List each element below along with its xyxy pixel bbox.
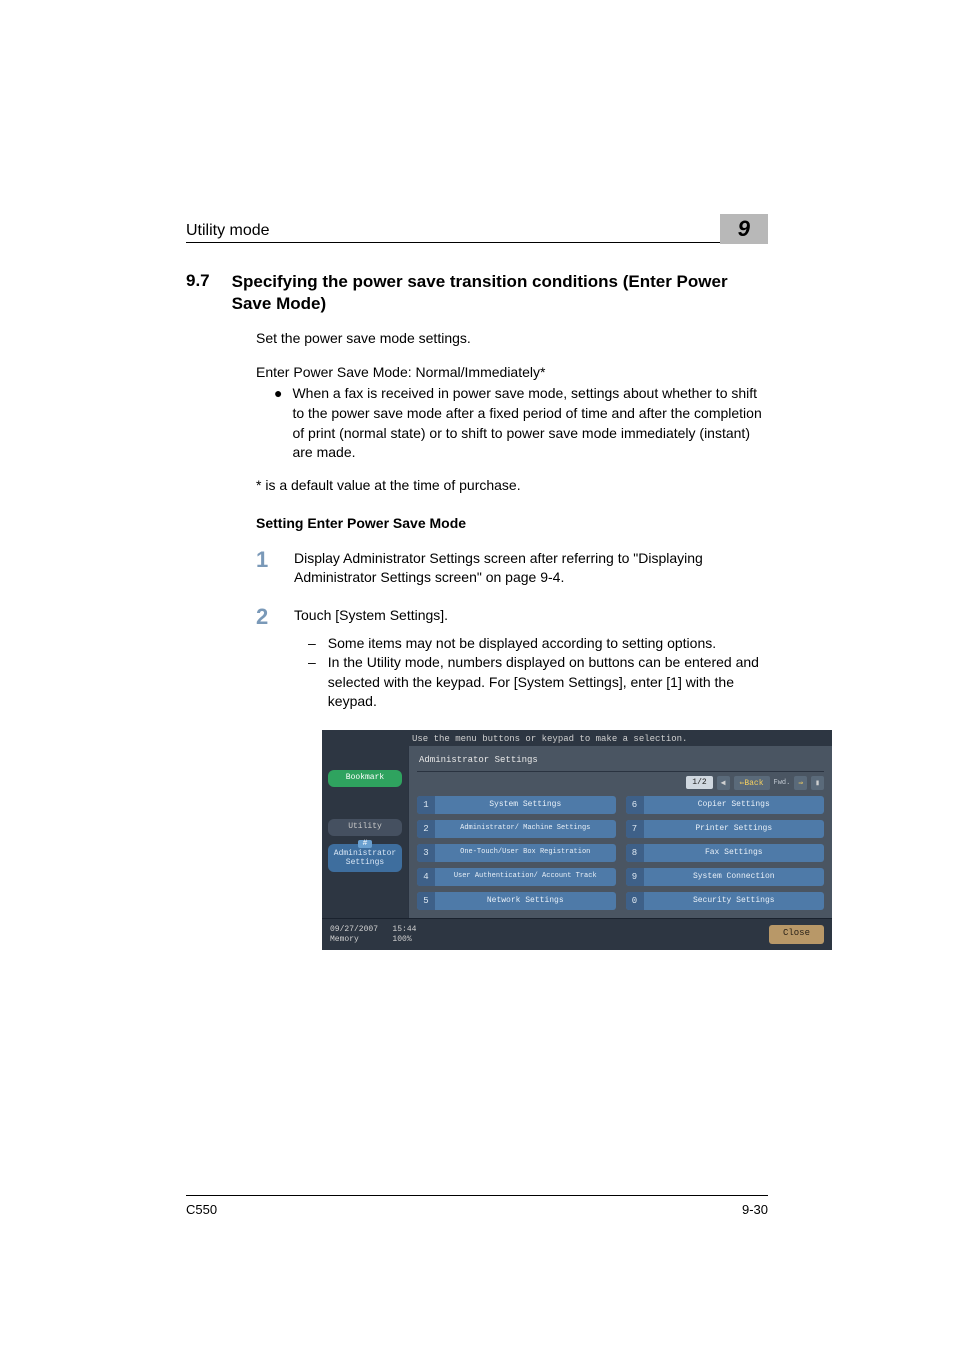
dash-icon: – — [308, 634, 316, 654]
dash-icon: – — [308, 653, 316, 712]
menu-button-label: Fax Settings — [644, 849, 825, 857]
footer-memory-value: 100% — [392, 935, 411, 944]
intro-para-2: Enter Power Save Mode: Normal/Immediatel… — [256, 363, 768, 383]
menu-button-label: Copier Settings — [644, 801, 825, 809]
menu-button-label: Network Settings — [435, 897, 616, 905]
panel-nav: 1/2 ◀ ⇐Back Fwd. ⇒ ▮ — [417, 776, 824, 790]
admin-tab-num: # — [358, 840, 372, 849]
step-sub-item: – Some items may not be displayed accord… — [294, 634, 768, 654]
bullet-text: When a fax is received in power save mod… — [292, 384, 768, 462]
menu-button[interactable]: 7Printer Settings — [626, 820, 825, 838]
step-text: Touch [System Settings]. — [294, 606, 768, 626]
sub-text: In the Utility mode, numbers displayed o… — [328, 653, 768, 712]
step-text: Display Administrator Settings screen af… — [294, 549, 768, 588]
close-button[interactable]: Close — [769, 925, 824, 944]
step-sub-item: – In the Utility mode, numbers displayed… — [294, 653, 768, 712]
menu-button-number: 5 — [417, 892, 435, 910]
footer-time: 15:44 — [392, 925, 416, 934]
menu-button[interactable]: 9System Connection — [626, 868, 825, 886]
sub-text: Some items may not be displayed accordin… — [328, 634, 716, 654]
menu-button-number: 3 — [417, 844, 435, 862]
page-footer: C550 9-30 — [186, 1195, 768, 1217]
menu-button[interactable]: 8Fax Settings — [626, 844, 825, 862]
menu-button[interactable]: 5Network Settings — [417, 892, 616, 910]
footer-date: 09/27/2007 — [330, 925, 378, 934]
menu-button-number: 2 — [417, 820, 435, 838]
footer-model: C550 — [186, 1202, 217, 1217]
menu-button-number: 6 — [626, 796, 644, 814]
step-number: 2 — [256, 606, 276, 628]
menu-button-number: 4 — [417, 868, 435, 886]
page-indicator: 1/2 — [686, 776, 712, 789]
menu-button-number: 9 — [626, 868, 644, 886]
nav-fwd-label: Fwd. — [774, 779, 791, 787]
menu-button-number: 0 — [626, 892, 644, 910]
section-title: Specifying the power save transition con… — [232, 271, 768, 315]
menu-grid: 1System Settings 6Copier Settings 2Adminis… — [417, 796, 824, 910]
nav-end-icon[interactable]: ▮ — [811, 776, 824, 790]
menu-button-label: System Settings — [435, 801, 616, 809]
menu-button[interactable]: 1System Settings — [417, 796, 616, 814]
step-1: 1 Display Administrator Settings screen … — [256, 549, 768, 588]
footer-page-number: 9-30 — [742, 1202, 768, 1217]
running-head: Utility mode — [186, 222, 270, 240]
bullet-icon: ● — [274, 384, 282, 462]
admin-settings-tab[interactable]: # Administrator Settings — [328, 844, 402, 872]
screen-panel: Administrator Settings 1/2 ◀ ⇐Back Fwd. … — [408, 746, 832, 918]
panel-title: Administrator Settings — [417, 752, 824, 772]
menu-button[interactable]: 6Copier Settings — [626, 796, 825, 814]
screen-footer: 09/27/2007 15:44 Memory 100% Close — [322, 918, 832, 950]
admin-tab-label: Administrator Settings — [334, 849, 396, 867]
menu-button-label: One-Touch/User Box Registration — [435, 849, 616, 856]
section-heading: 9.7 Specifying the power save transition… — [186, 271, 768, 315]
screen-instruction: Use the menu buttons or keypad to make a… — [322, 730, 832, 746]
menu-button[interactable]: 2Administrator/ Machine Settings — [417, 820, 616, 838]
menu-button-label: Administrator/ Machine Settings — [435, 825, 616, 832]
menu-button-number: 1 — [417, 796, 435, 814]
menu-button-number: 8 — [626, 844, 644, 862]
menu-button[interactable]: 0Security Settings — [626, 892, 825, 910]
bullet-item: ● When a fax is received in power save m… — [256, 384, 768, 462]
nav-back-button[interactable]: ⇐Back — [734, 776, 770, 790]
menu-button-number: 7 — [626, 820, 644, 838]
nav-fwd-arrow-icon[interactable]: ⇒ — [794, 776, 807, 790]
section-number: 9.7 — [186, 271, 210, 315]
menu-button[interactable]: 4User Authentication/ Account Track — [417, 868, 616, 886]
procedure-heading: Setting Enter Power Save Mode — [256, 515, 768, 531]
bookmark-tab[interactable]: Bookmark — [328, 770, 402, 787]
menu-button-label: User Authentication/ Account Track — [435, 873, 616, 880]
step-2: 2 Touch [System Settings]. – Some items … — [256, 606, 768, 712]
menu-button-label: System Connection — [644, 873, 825, 881]
utility-tab[interactable]: Utility — [328, 819, 402, 836]
screen-sidebar: Bookmark Utility # Administrator Setting… — [322, 746, 408, 918]
admin-settings-screenshot: Use the menu buttons or keypad to make a… — [322, 730, 832, 950]
menu-button[interactable]: 3One-Touch/User Box Registration — [417, 844, 616, 862]
footer-memory-label: Memory — [330, 935, 359, 944]
step-number: 1 — [256, 549, 276, 571]
chapter-number-badge: 9 — [720, 214, 768, 244]
menu-button-label: Printer Settings — [644, 825, 825, 833]
intro-para-1: Set the power save mode settings. — [256, 329, 768, 349]
page-header: Utility mode 9 — [186, 210, 768, 243]
nav-left-arrow-icon[interactable]: ◀ — [717, 776, 730, 790]
menu-button-label: Security Settings — [644, 897, 825, 905]
default-note: * is a default value at the time of purc… — [256, 477, 768, 493]
